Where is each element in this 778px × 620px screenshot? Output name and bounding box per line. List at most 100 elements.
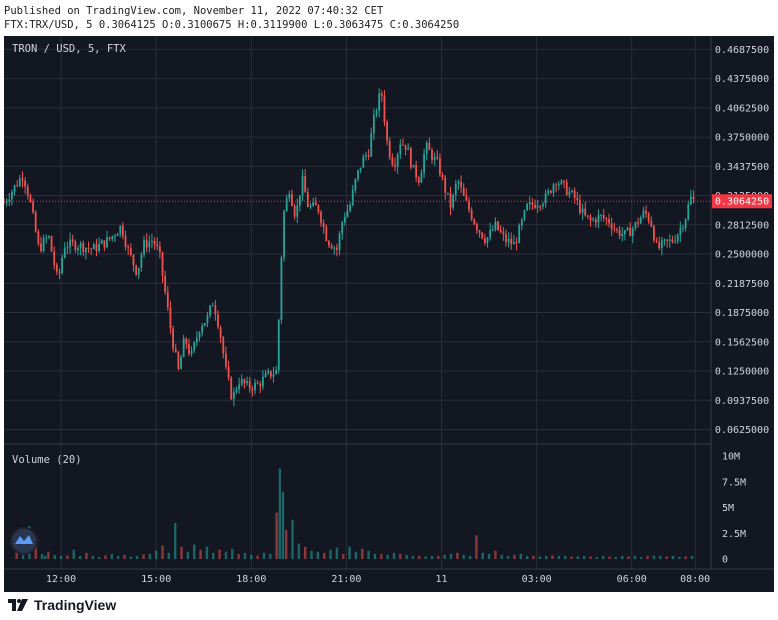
candle-body — [444, 177, 447, 193]
candle-body — [148, 241, 151, 248]
candle-body — [127, 247, 130, 249]
candle-body — [634, 222, 637, 229]
volume-bar — [621, 555, 624, 559]
candle-body — [452, 194, 455, 208]
candle-body — [449, 192, 452, 208]
volume-bar — [671, 555, 675, 559]
candle-body — [232, 391, 235, 400]
candle-body — [433, 156, 436, 160]
candle-body — [584, 208, 587, 216]
candle-body — [333, 247, 336, 249]
time-tick-label: 18:00 — [236, 574, 266, 585]
price-tick-label: 0.4687500 — [715, 45, 769, 56]
time-tick-label: 08:00 — [680, 574, 710, 585]
volume-bar — [275, 512, 278, 559]
candle-body — [423, 153, 425, 173]
volume-bar — [443, 554, 446, 559]
candle-body — [217, 314, 219, 328]
volume-bar — [231, 548, 234, 559]
candle-body — [106, 237, 108, 248]
volume-bar — [297, 543, 301, 559]
candle-body — [169, 307, 172, 329]
volume-bar — [361, 548, 364, 559]
candle-body — [655, 240, 658, 242]
volume-bar — [212, 552, 215, 559]
candle-body — [687, 204, 690, 220]
candle-body — [114, 236, 116, 238]
candle-body — [69, 239, 71, 248]
candle-body — [505, 234, 507, 243]
volume-bar — [354, 551, 358, 559]
candle-body — [18, 178, 21, 187]
candle-body — [555, 184, 558, 186]
candle-body — [90, 248, 93, 250]
volume-bar — [576, 556, 580, 559]
candle-body — [531, 202, 534, 205]
volume-bar — [500, 554, 503, 559]
candle-body — [576, 197, 579, 201]
candle-body — [29, 195, 32, 202]
candle-body — [180, 357, 182, 370]
volume-bar — [690, 555, 694, 559]
volume-bar — [40, 553, 44, 559]
price-tick-label: 0.4375000 — [715, 74, 769, 85]
volume-bar — [475, 535, 478, 559]
volume-bar — [595, 556, 599, 559]
candle-body — [153, 240, 156, 245]
candle-body — [137, 267, 140, 275]
volume-bar — [367, 550, 370, 559]
volume-bar — [665, 556, 668, 559]
candle-body — [441, 174, 444, 178]
candle-body — [370, 133, 373, 157]
candle-body — [269, 370, 272, 377]
volume-bar — [199, 549, 202, 559]
volume-bar — [224, 551, 228, 559]
grid-lines — [4, 36, 711, 569]
candles — [4, 88, 695, 407]
candle-body — [526, 203, 529, 211]
candle-body — [539, 206, 542, 208]
candle-body — [489, 229, 492, 238]
price-chart[interactable]: 0.4687500 0.4375000 0.4062500 0.3750000 0.34… — [4, 36, 774, 592]
chart-background — [4, 36, 774, 592]
volume-bar — [167, 552, 171, 559]
candle-body — [616, 229, 618, 231]
candle-body — [306, 192, 309, 208]
candle-body — [420, 172, 423, 183]
candle-body — [407, 148, 410, 150]
volume-axis[interactable]: 10M 7.5M 5M 2.5M 0 — [722, 452, 746, 566]
volume-bar — [193, 544, 196, 559]
time-axis[interactable]: 12:00 15:00 18:00 21:00 11 03:00 06:00 08:00 — [46, 574, 710, 585]
candle-body — [460, 181, 462, 188]
candle-body — [198, 332, 201, 338]
candle-body — [335, 247, 338, 250]
volume-bar — [21, 552, 25, 559]
candle-body — [71, 239, 74, 242]
price-tick-label: 0.4062500 — [715, 103, 769, 114]
candle-body — [343, 217, 346, 223]
candle-body — [256, 382, 259, 384]
volume-bar — [373, 553, 377, 559]
volume-bar — [563, 555, 567, 559]
candle-body — [151, 240, 153, 242]
volume-bar — [44, 555, 47, 559]
volume-bar — [386, 554, 389, 559]
volume-bar — [316, 551, 320, 559]
volume-bar — [418, 555, 421, 559]
time-tick-label: 15:00 — [141, 574, 171, 585]
candle-body — [66, 247, 69, 249]
volume-bar — [348, 546, 351, 559]
volume-bar — [237, 553, 240, 559]
candle-body — [549, 190, 552, 193]
volume-bar — [142, 554, 145, 559]
tradingview-watermark-icon[interactable] — [10, 527, 38, 555]
volume-bar — [538, 556, 541, 559]
candle-body — [346, 210, 349, 218]
candle-body — [476, 224, 478, 231]
candle-body — [623, 230, 626, 235]
candle-body — [309, 205, 312, 208]
candle-body — [53, 251, 56, 265]
volume-bar — [678, 556, 681, 559]
volume-bar — [180, 546, 183, 559]
candle-body — [166, 292, 169, 308]
